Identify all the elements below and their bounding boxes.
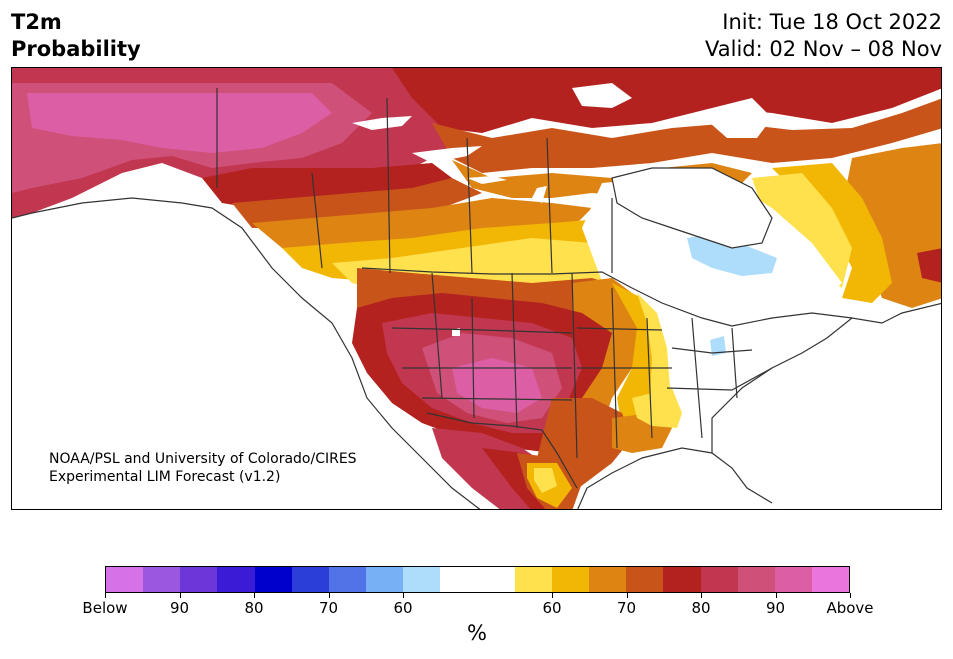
colorbar-segment-1 [143,567,181,592]
border-states-west [391,272,573,429]
border-canada-us [361,267,853,327]
valid-range: Valid: 02 Nov – 08 Nov [705,37,942,61]
colorbar-tick-label: 80 [244,599,264,617]
map-borders [12,88,941,509]
lake-mask-3 [467,176,507,184]
colorbar-segment-13 [589,567,627,592]
forecast-dates: Init: Tue 18 Oct 2022 Valid: 02 Nov – 08… [705,9,942,63]
lake-mask-1 [352,116,412,130]
colorbar-tick-label: 70 [616,599,637,617]
arctic-channel-mask-2 [572,83,632,108]
colorbar-segment-17 [737,567,775,592]
colorbar-segment-6 [328,567,367,592]
shade-above-60-mexico [534,468,557,493]
border-states-central [571,272,672,459]
colorbar-unit-label: % [467,621,487,645]
colorbar-tick-mark [254,593,255,598]
shade-above-70-labrador [842,143,941,308]
shade-neutral-ontario [582,178,842,428]
coastline-west [12,197,481,509]
colorbar-tick-label: 60 [393,599,413,617]
colorbar-tick-mark [105,593,106,598]
shade-above-70-bc [252,198,592,253]
colorbar-tick-label: 80 [691,599,711,617]
colorbar-segment-19 [811,567,850,592]
colorbar-segment-0 [106,567,144,592]
colorbar-tick-mark [627,593,628,598]
init-date: Init: Tue 18 Oct 2022 [722,10,942,34]
colorbar-tick-mark [776,593,777,598]
variable-name: T2m [11,10,62,34]
arctic-channel-mask-1 [710,98,772,138]
shade-below-60-midatlantic [710,336,726,356]
colorbar-tick-label: 70 [318,599,339,617]
colorbar [105,566,850,593]
credit-line-2: Experimental LIM Forecast (v1.2) [49,469,281,485]
colorbar-segment-7 [366,567,404,592]
shade-above-60-gulf [632,388,682,428]
colorbar-segment-2 [180,567,218,592]
colorbar-tick-label: 90 [169,599,190,617]
colorbar-segment-10 [477,567,515,592]
shade-above-75-arctic [432,98,941,173]
colorbar-tick-label: 90 [765,599,786,617]
colorbar-tick-label: Above [826,599,874,617]
colorbar-tick-mark [701,593,702,598]
colorbar-segment-8 [403,567,441,592]
coastline-east [711,302,941,453]
colorbar-tick-mark [552,593,553,598]
border-us-mexico [426,412,578,489]
probability-map [11,67,942,510]
lake-mask-4 [532,186,547,203]
colorbar-tick-mark [403,593,404,598]
shade-above-80-arctic [392,68,941,133]
colorbar-segment-9 [440,567,478,592]
shade-above-60-labrador [752,173,852,288]
gulf-of-mexico-mask [577,448,780,509]
ocean-pacific-mask [12,198,480,509]
shade-above-75-bc [232,178,482,228]
colorbar-tick-mark [850,593,851,598]
colorbar-segment-14 [626,567,664,592]
shade-below-60-hudson [687,233,777,276]
colorbar-segment-3 [217,567,255,592]
hudson-bay-mask [612,168,772,248]
border-states-east [666,317,773,439]
colorbar-segment-15 [663,567,701,592]
coastline-gulf [577,447,773,509]
product-name: Probability [11,37,141,61]
colorbar-segment-5 [291,567,329,592]
lake-mask-2 [412,146,482,163]
colorbar-segment-12 [551,567,590,592]
shade-above-95-alaska [27,93,332,153]
colorbar-segment-18 [774,567,812,592]
ocean-atlantic-mask [702,303,941,509]
shade-above-80-newfoundland [917,248,941,283]
credit-line-1: NOAA/PSL and University of Colorado/CIRE… [49,451,357,467]
colorbar-tick-mark [329,593,330,598]
colorbar-tick-label: Below [82,599,128,617]
data-credit: NOAA/PSL and University of Colorado/CIRE… [49,450,357,486]
colorbar-tick-label: 60 [542,599,562,617]
shade-above-80-westcoast [202,163,452,208]
colorbar-segment-11 [514,567,552,592]
colorbar-segment-16 [700,567,738,592]
chart-title: T2m Probability [11,9,141,63]
border-provinces [311,97,613,274]
colorbar-tick-mark [180,593,181,598]
colorbar-segment-4 [254,567,292,592]
coastline-hudson [611,167,773,249]
